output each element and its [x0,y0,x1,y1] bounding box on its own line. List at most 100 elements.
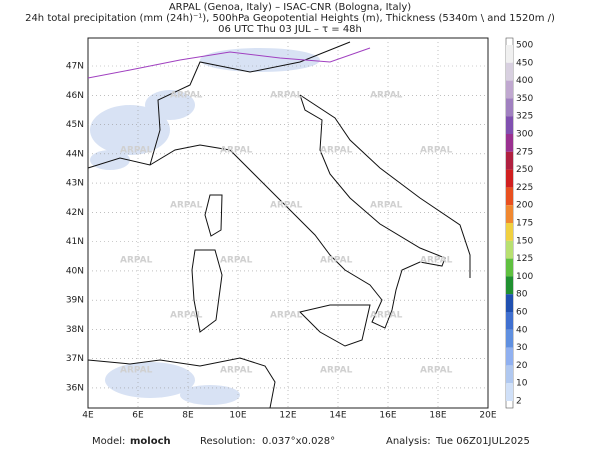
watermark: ARPAL [270,311,303,321]
colorbar-swatch [506,312,513,330]
precip-areas [90,48,320,405]
colorbar-label: 2 [516,397,522,407]
watermark: ARPAL [220,256,253,266]
colorbar-label: 400 [516,76,533,86]
watermark: ARPAL [270,91,303,101]
watermark: ARPAL [170,311,203,321]
watermark: ARPAL [370,201,403,211]
lon-label: 18E [429,411,446,421]
colorbar-swatch [506,329,513,348]
watermark: ARPAL [320,146,353,156]
footer-label: Analysis: [386,436,431,447]
lon-label: 4E [82,411,94,421]
lon-label: 12E [279,411,296,421]
lat-label: 46N [66,91,84,101]
colorbar-swatch [506,169,513,188]
colorbar-label: 200 [516,201,533,211]
lon-label: 20E [479,411,496,421]
lat-label: 45N [66,120,84,130]
colorbar-label: 60 [516,308,528,318]
watermark: ARPAL [420,366,453,376]
colorbar-swatch [506,98,513,117]
coastline [87,94,446,329]
colorbar-label: 20 [516,361,528,371]
colorbar-swatch [506,347,513,366]
colorbar-label: 150 [516,236,533,246]
lat-label: 36N [66,383,84,393]
lat-label: 44N [66,149,84,159]
watermark: ARPAL [270,201,303,211]
lat-label: 47N [66,62,84,72]
colorbar-label: 300 [516,130,533,140]
watermark: ARPAL [370,91,403,101]
colorbar-label: 350 [516,94,533,104]
watermark: ARPAL [220,366,253,376]
colorbar-swatch [506,276,513,295]
colorbar-swatch [506,258,513,277]
colorbar-swatch [506,294,513,312]
coastline [87,357,276,409]
colorbar-swatch [506,240,513,259]
colorbar-label: 80 [516,290,528,300]
header-line: ARPAL (Genoa, Italy) – ISAC-CNR (Bologna… [169,2,411,13]
colorbar-label: 275 [516,147,533,157]
colorbar-label: 250 [516,165,533,175]
colorbar-label: 225 [516,183,533,193]
lat-label: 41N [66,237,84,247]
lon-label: 8E [182,411,194,421]
lat-label: 42N [66,208,84,218]
lon-label: 16E [379,411,396,421]
colorbar-label: 500 [516,41,533,51]
footer-value: moloch [130,436,171,447]
colorbar-label: 100 [516,272,533,282]
lon-label: 14E [329,411,346,421]
colorbar-label: 325 [516,112,533,122]
colorbar-swatch [506,134,513,152]
watermark: ARPAL [120,256,153,266]
colorbar-label: 450 [516,58,533,68]
coastline [299,94,471,278]
map [87,37,489,409]
watermark: ARPAL [120,146,153,156]
colorbar: 500 450 400 350 325 300 275 250 225 200 175 150 125 1… [505,37,533,409]
lat-label: 40N [66,266,84,276]
island [299,304,371,347]
watermark: ARPAL [420,146,453,156]
colorbar-label: 10 [516,379,528,389]
watermark: ARPAL [120,366,153,376]
colorbar-swatch [506,205,513,223]
island [191,249,223,333]
colorbar-swatch [506,223,513,241]
lon-label: 10E [229,411,246,421]
footer-label: Model: [92,436,125,447]
colorbar-swatch [506,383,513,401]
colorbar-swatch [506,116,513,134]
colorbar-swatch [506,45,513,63]
watermark: ARPAL [320,366,353,376]
watermark: ARPAL [320,256,353,266]
lat-label: 38N [66,325,84,335]
island [204,194,223,237]
colorbar-swatch [506,365,513,384]
colorbar-label: 30 [516,343,528,353]
colorbar-swatch [506,80,513,99]
footer-value: 0.037°x0.028° [262,436,335,447]
colorbar-swatch [506,151,513,170]
lat-label: 37N [66,354,84,364]
lat-label: 43N [66,179,84,189]
watermark: ARPAL [170,201,203,211]
colorbar-swatch [506,187,513,206]
colorbar-label: 125 [516,254,533,264]
footer-value: Tue 06Z01JUL2025 [435,436,530,447]
lat-label: 39N [66,296,84,306]
header-line: 06 UTC Thu 03 JUL – τ = 48h [218,24,362,35]
watermark: ARPAL [170,91,203,101]
lon-label: 6E [132,411,144,421]
watermark: ARPAL [220,146,253,156]
header-line: 24h total precipitation (mm (24h)⁻¹), 50… [25,13,555,24]
watermark: ARPAL [370,311,403,321]
colorbar-label: 175 [516,219,533,229]
watermark: ARPAL [420,256,453,266]
thickness-contour [87,47,371,79]
